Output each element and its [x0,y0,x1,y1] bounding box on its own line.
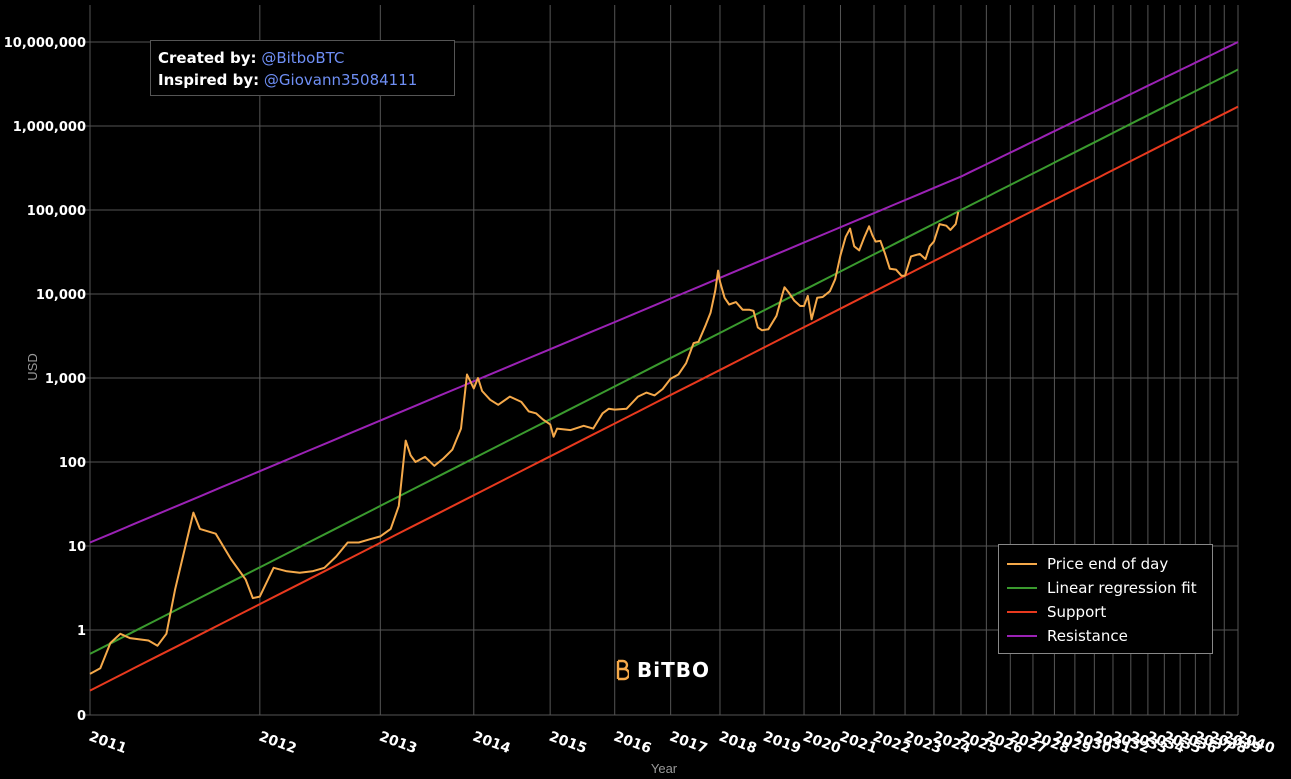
y-tick-label: 1,000 [45,372,86,387]
y-tick-label: 1,000,000 [13,120,86,135]
series-support [89,105,1239,692]
y-tick-label: 10 [68,540,86,555]
legend-item-price[interactable]: Price end of day [1007,552,1212,576]
y-axis-title: USD [25,353,40,380]
y-tick-label: 100,000 [27,204,86,219]
series-price-end-of-day [89,211,960,675]
y-axis-ticks: 0 1 10 100 1,000 10,000 100,000 1,000,000 10,000… [4,36,86,724]
legend-swatch-support [1007,611,1037,613]
legend-swatch-price [1007,563,1037,565]
x-tick-label: 2019 [761,729,803,757]
credits-box: Created by: @BitboBTC Inspired by: @Giov… [150,40,455,96]
x-axis-ticks: 2011 2012 2013 2014 2015 2016 2017 2018 20192020… [87,729,1277,757]
inspired-by-handle[interactable]: @Giovann35084111 [263,71,418,89]
legend-label-support: Support [1047,603,1107,621]
bitcoin-icon [615,659,631,681]
series-linear-regression-fit [89,68,1239,655]
series-resistance [89,41,1239,544]
y-tick-label: 100 [59,456,86,471]
legend-label-regression: Linear regression fit [1047,579,1197,597]
inspired-by-line: Inspired by: @Giovann35084111 [158,69,447,91]
x-axis-title: Year [651,761,678,776]
y-tick-label: 1 [77,624,86,639]
created-by-label: Created by: [158,49,257,67]
legend-item-resistance[interactable]: Resistance [1007,624,1212,648]
x-tick-label: 2016 [611,729,653,757]
legend-item-regression[interactable]: Linear regression fit [1007,576,1212,600]
legend-label-resistance: Resistance [1047,627,1128,645]
legend-swatch-regression [1007,587,1037,589]
x-tick-label: 2014 [470,729,512,757]
x-tick-label: 2011 [87,729,129,757]
legend-label-price: Price end of day [1047,555,1169,573]
created-by-line: Created by: @BitboBTC [158,47,447,69]
legend-swatch-resistance [1007,635,1037,637]
logo-text: BiTBO [637,658,710,682]
legend: Price end of day Linear regression fit S… [998,544,1213,654]
x-tick-label: 2018 [717,729,759,757]
created-by-handle[interactable]: @BitboBTC [261,49,345,67]
inspired-by-label: Inspired by: [158,71,260,89]
legend-item-support[interactable]: Support [1007,600,1212,624]
x-tick-label: 2017 [667,729,709,757]
y-tick-label: 10,000 [36,288,86,303]
y-tick-label: 10,000,000 [4,36,86,51]
x-tick-label: 2012 [256,729,298,757]
grid [82,5,1239,716]
y-tick-label: 0 [77,709,86,724]
bitbo-logo: BiTBO [615,658,710,682]
x-tick-label: 2013 [377,729,419,757]
x-tick-label: 2015 [547,729,589,757]
series-lines [89,41,1239,692]
